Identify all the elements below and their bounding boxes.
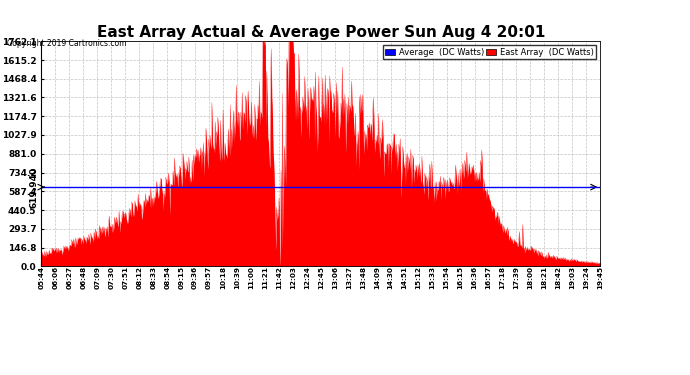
Text: Copyright 2019 Cartronics.com: Copyright 2019 Cartronics.com — [7, 39, 126, 48]
Title: East Array Actual & Average Power Sun Aug 4 20:01: East Array Actual & Average Power Sun Au… — [97, 25, 545, 40]
Legend: Average  (DC Watts), East Array  (DC Watts): Average (DC Watts), East Array (DC Watts… — [383, 45, 596, 59]
